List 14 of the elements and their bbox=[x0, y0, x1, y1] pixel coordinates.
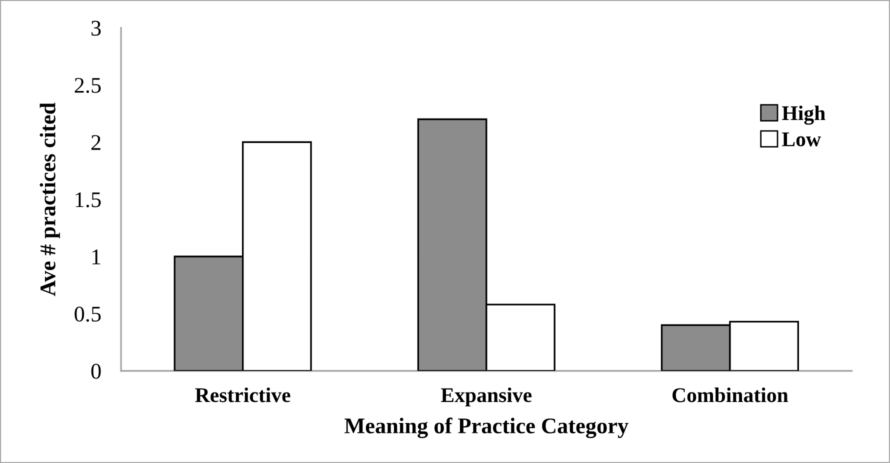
x-axis-title: Meaning of Practice Category bbox=[344, 418, 628, 438]
x-tick-label: Combination bbox=[672, 388, 788, 402]
legend-label: High bbox=[782, 106, 826, 125]
y-tick-label: 3 bbox=[92, 20, 101, 36]
y-tick-label: 1 bbox=[92, 250, 100, 264]
x-tick-label: Restrictive bbox=[195, 388, 290, 402]
y-axis-title: Ave # practices cited bbox=[40, 102, 60, 296]
y-tick-label: 0 bbox=[91, 364, 101, 379]
y-tick-label: 2.5 bbox=[74, 78, 101, 93]
y-tick-label: 2 bbox=[91, 135, 100, 150]
legend-label: Low bbox=[782, 132, 821, 146]
y-tick-label: 0.5 bbox=[74, 306, 101, 322]
x-tick-label: Expansive bbox=[441, 388, 532, 406]
y-tick-label: 1.5 bbox=[76, 192, 101, 208]
